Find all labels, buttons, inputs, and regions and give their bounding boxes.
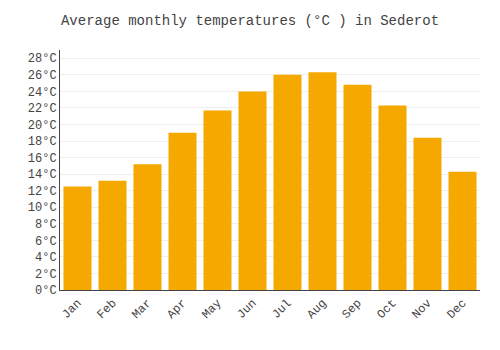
svg-text:Jul: Jul xyxy=(269,297,294,322)
svg-text:Nov: Nov xyxy=(409,297,434,322)
svg-text:20°C: 20°C xyxy=(28,119,57,133)
svg-text:28°C: 28°C xyxy=(28,52,57,66)
svg-text:Oct: Oct xyxy=(374,297,399,322)
svg-text:8°C: 8°C xyxy=(35,218,57,232)
svg-text:22°C: 22°C xyxy=(28,102,57,116)
svg-text:10°C: 10°C xyxy=(28,201,57,215)
svg-text:Sep: Sep xyxy=(339,297,364,322)
svg-text:Aug: Aug xyxy=(304,297,329,322)
svg-text:May: May xyxy=(199,297,224,322)
svg-text:6°C: 6°C xyxy=(35,235,57,249)
svg-text:Jun: Jun xyxy=(234,297,259,322)
svg-text:0°C: 0°C xyxy=(35,284,57,298)
svg-text:Average monthly temperatures (: Average monthly temperatures (°C ) in Se… xyxy=(61,13,439,29)
svg-text:12°C: 12°C xyxy=(28,185,57,199)
svg-text:2°C: 2°C xyxy=(35,268,57,282)
svg-text:16°C: 16°C xyxy=(28,152,57,166)
svg-text:Dec: Dec xyxy=(444,297,469,322)
svg-text:Jan: Jan xyxy=(59,297,84,322)
svg-text:26°C: 26°C xyxy=(28,69,57,83)
svg-text:Apr: Apr xyxy=(164,297,189,322)
svg-text:24°C: 24°C xyxy=(28,86,57,100)
svg-text:18°C: 18°C xyxy=(28,135,57,149)
svg-text:Mar: Mar xyxy=(129,297,154,322)
svg-text:Feb: Feb xyxy=(94,297,119,322)
svg-text:14°C: 14°C xyxy=(28,168,57,182)
svg-text:4°C: 4°C xyxy=(35,251,57,265)
